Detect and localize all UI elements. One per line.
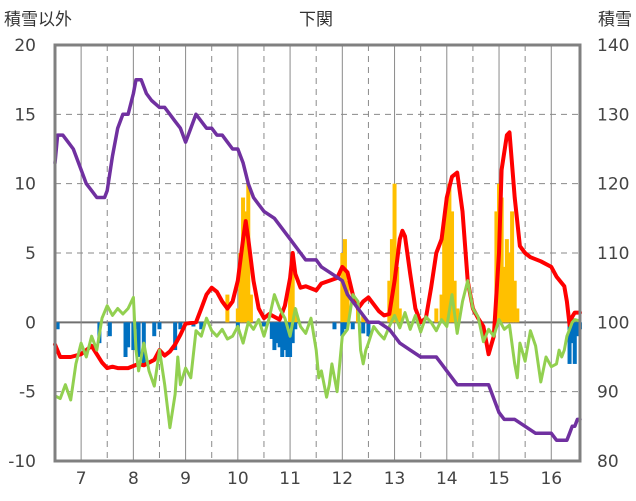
y-tick-label-left: 0 (25, 313, 36, 333)
blue-bar (570, 322, 575, 344)
blue-bar (199, 322, 204, 330)
yellow-bar (444, 197, 449, 323)
yellow-bar (248, 294, 253, 323)
yellow-bar (345, 280, 350, 323)
yellow-bar (238, 253, 243, 323)
y-tick-label-right: 90 (597, 383, 619, 403)
blue-bar (366, 322, 371, 337)
blue-bar (350, 322, 355, 330)
y-tick-label-left: -10 (8, 452, 36, 472)
blue-bar (342, 322, 347, 330)
blue-bar (282, 322, 287, 351)
blue-bar (272, 322, 277, 351)
yellow-bar (397, 308, 402, 323)
blue-bar (361, 322, 366, 334)
yellow-bar (395, 266, 400, 323)
blue-bar (55, 322, 60, 330)
blue-bar (572, 322, 577, 364)
yellow-bar (235, 308, 240, 323)
blue-bar (340, 322, 345, 337)
blue-bar (261, 322, 266, 327)
green-line-series (53, 279, 582, 430)
blue-bar (157, 322, 162, 330)
blue-bar (178, 322, 183, 330)
blue-bar (290, 322, 295, 344)
red-line-series (53, 130, 582, 371)
yellow-bar (342, 239, 347, 323)
blue-bar (126, 322, 131, 348)
yellow-bar (288, 280, 293, 323)
purple-line-series (53, 77, 582, 442)
y-tick-label-right: 130 (597, 105, 629, 125)
yellow-bar (499, 197, 504, 323)
y-tick-label-right: 120 (597, 175, 629, 195)
blue-bar (136, 322, 141, 357)
line-series-group (53, 77, 582, 442)
yellow-bar (450, 211, 455, 323)
yellow-bar (389, 239, 394, 323)
x-tick-label: 16 (540, 469, 562, 489)
x-tick-label: 11 (279, 469, 301, 489)
blue-bar (288, 322, 293, 357)
x-tick-label: 14 (436, 469, 458, 489)
blue-bar (293, 322, 298, 330)
y-tick-label-right: 80 (597, 452, 619, 472)
yellow-bar (512, 280, 517, 323)
yellow-bar (515, 308, 520, 323)
yellow-bar (290, 253, 295, 323)
x-tick-label: 13 (384, 469, 406, 489)
y-tick-label-left: 20 (14, 36, 36, 56)
x-tick-label: 10 (227, 469, 249, 489)
blue-bar (285, 322, 290, 357)
x-tick-label: 15 (488, 469, 510, 489)
x-tick-label: 9 (180, 469, 191, 489)
y-tick-label-left: 15 (14, 105, 36, 125)
y-tick-label-right: 100 (597, 313, 629, 333)
y-tick-label-left: 5 (25, 244, 36, 264)
blue-bar (123, 322, 128, 357)
yellow-bar (434, 308, 439, 323)
blue-bar (575, 322, 580, 337)
x-tick-label: 7 (76, 469, 87, 489)
blue-bar (152, 322, 157, 337)
y-tick-label-left: -5 (19, 383, 36, 403)
blue-bar (107, 322, 112, 337)
y-tick-label-right: 140 (597, 36, 629, 56)
blue-bar (332, 322, 337, 330)
axes: 20 15 10 5 0 -5 -10 140 130 120 110 100 90 80 7 8 9 10 11 1… (8, 36, 629, 489)
blue-bar (280, 322, 285, 357)
y-axis-label-right: 積雪 (598, 10, 632, 30)
yellow-bar (510, 211, 515, 323)
chart-title: 下関 (299, 10, 333, 30)
blue-bar (269, 322, 274, 339)
x-tick-label: 8 (128, 469, 139, 489)
yellow-bar (361, 315, 366, 323)
blue-bar (277, 322, 282, 348)
yellow-bar (452, 280, 457, 323)
yellow-bar (340, 253, 345, 323)
yellow-bar (392, 183, 397, 323)
y-tick-label-left: 10 (14, 175, 36, 195)
blue-bar (131, 322, 136, 351)
y-axis-label-left: 積雪以外 (4, 10, 72, 30)
yellow-bar (243, 211, 248, 323)
yellow-bar (439, 294, 444, 323)
yellow-bar (502, 266, 507, 323)
yellow-bar (442, 225, 447, 323)
blue-bar (275, 322, 280, 344)
yellow-bar (241, 197, 246, 323)
blue-bar (173, 322, 178, 351)
x-tick-label: 12 (331, 469, 353, 489)
yellow-bar (455, 308, 460, 323)
y-tick-label-right: 110 (597, 244, 629, 264)
yellow-bar (504, 239, 509, 323)
yellow-bar (507, 253, 512, 323)
yellow-bar (447, 183, 452, 323)
plot-frame (53, 43, 582, 463)
blue-bar (567, 322, 572, 364)
